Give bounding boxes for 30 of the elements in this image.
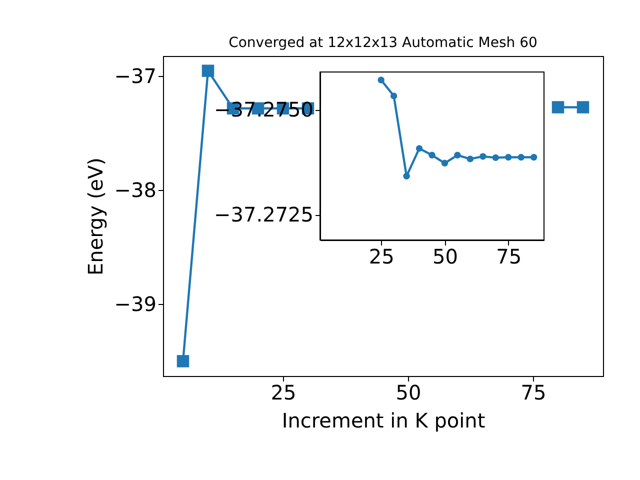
point bbox=[518, 154, 524, 161]
point bbox=[552, 101, 564, 114]
x-tick-label: 25 bbox=[368, 244, 394, 268]
point bbox=[480, 153, 486, 160]
point bbox=[416, 145, 423, 152]
point bbox=[378, 76, 384, 84]
point bbox=[202, 64, 214, 77]
x-tick-label: 50 bbox=[432, 244, 458, 268]
point bbox=[390, 92, 398, 100]
x-tick-label: 75 bbox=[520, 380, 546, 404]
point bbox=[428, 152, 436, 159]
y-tick-label: −38 bbox=[114, 178, 156, 202]
y-tick-label: −37.2725 bbox=[214, 202, 314, 226]
point bbox=[505, 154, 512, 161]
point bbox=[530, 154, 538, 161]
point bbox=[403, 172, 410, 180]
point bbox=[454, 152, 461, 159]
point bbox=[492, 154, 499, 162]
x-axis-title: Increment in K point bbox=[282, 408, 486, 432]
y-tick-label: −39 bbox=[114, 292, 156, 316]
x-tick-label: 50 bbox=[396, 380, 422, 404]
point bbox=[441, 160, 448, 166]
y-axis-title: Energy (eV) bbox=[83, 158, 108, 276]
point bbox=[466, 156, 474, 162]
point bbox=[176, 355, 190, 368]
x-tick-label: 25 bbox=[270, 380, 296, 404]
x-tick-label: 75 bbox=[496, 244, 522, 268]
y-tick-label: −37 bbox=[114, 64, 156, 88]
chart-title: Converged at 12x12x13 Automatic Mesh 60 bbox=[228, 35, 538, 51]
point bbox=[576, 101, 590, 114]
